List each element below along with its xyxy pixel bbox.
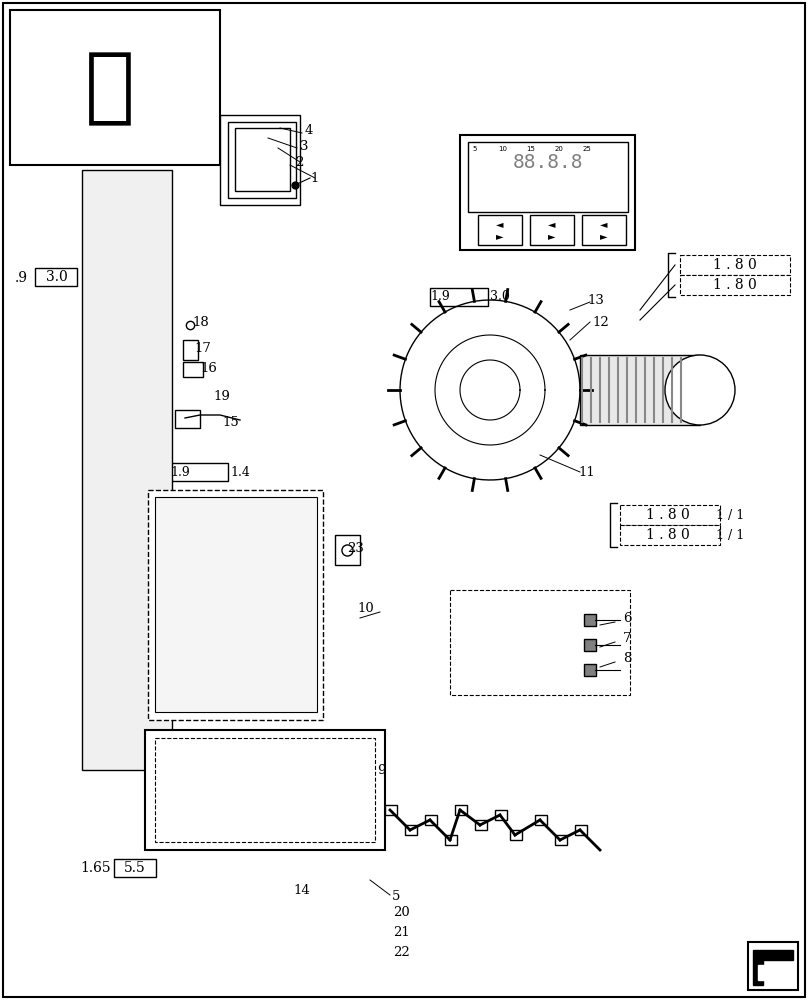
Text: 20: 20 — [393, 906, 410, 920]
Text: 12: 12 — [592, 316, 608, 328]
Text: 18: 18 — [192, 316, 208, 328]
Bar — [680, 275, 790, 295]
Bar — [680, 255, 790, 275]
Bar — [170, 463, 228, 481]
Text: 17: 17 — [194, 342, 211, 355]
Bar — [555, 835, 567, 845]
Text: 4: 4 — [305, 124, 314, 137]
Text: 11: 11 — [578, 466, 595, 479]
Bar — [335, 535, 360, 565]
Bar — [455, 805, 467, 815]
Bar — [468, 142, 628, 212]
Bar — [620, 525, 720, 545]
Text: 1: 1 — [310, 172, 318, 184]
Text: 7: 7 — [623, 632, 632, 645]
Bar — [183, 362, 203, 377]
Text: 1.9: 1.9 — [430, 290, 450, 304]
Text: 14: 14 — [293, 884, 309, 896]
Bar — [385, 805, 397, 815]
Bar — [148, 490, 323, 720]
Text: 8: 8 — [623, 652, 631, 664]
Text: 2: 2 — [295, 155, 303, 168]
Bar — [175, 410, 200, 428]
Bar — [620, 505, 720, 525]
Bar — [475, 820, 487, 830]
Bar — [10, 10, 220, 165]
Text: 88.8.8: 88.8.8 — [513, 152, 583, 172]
Bar — [535, 815, 547, 825]
Text: 5: 5 — [473, 146, 478, 152]
Text: 1 / 1: 1 / 1 — [716, 508, 744, 522]
Bar — [228, 122, 296, 198]
Polygon shape — [753, 950, 793, 985]
Text: 1 . 8 0: 1 . 8 0 — [713, 258, 757, 272]
Text: 🚜: 🚜 — [85, 47, 135, 128]
Bar — [450, 590, 630, 695]
Text: 13: 13 — [587, 294, 604, 306]
Text: 10: 10 — [499, 146, 507, 152]
Bar — [530, 215, 574, 245]
Text: 3.0: 3.0 — [490, 290, 510, 304]
Bar — [235, 128, 290, 191]
Text: ◄
►: ◄ ► — [549, 219, 556, 241]
Bar — [220, 115, 300, 205]
Text: ◄
►: ◄ ► — [496, 219, 503, 241]
Text: 1.65: 1.65 — [80, 861, 111, 875]
Text: 1 . 8 0: 1 . 8 0 — [646, 528, 690, 542]
Bar — [510, 830, 522, 840]
Text: 3.0: 3.0 — [46, 270, 68, 284]
Text: 25: 25 — [583, 146, 591, 152]
Text: 3: 3 — [300, 139, 309, 152]
Bar — [82, 170, 172, 770]
Bar — [145, 730, 385, 850]
Bar — [35, 268, 77, 286]
Text: 6: 6 — [623, 611, 632, 624]
Text: 15: 15 — [527, 146, 536, 152]
Text: ◄
►: ◄ ► — [600, 219, 608, 241]
Bar — [478, 215, 522, 245]
Text: 23: 23 — [347, 542, 364, 554]
Text: 15: 15 — [222, 416, 238, 428]
Bar — [425, 815, 437, 825]
Text: 22: 22 — [393, 946, 410, 958]
Bar — [155, 738, 375, 842]
Bar — [445, 835, 457, 845]
Bar — [575, 825, 587, 835]
Text: 1.4: 1.4 — [230, 466, 250, 479]
Bar — [430, 288, 488, 306]
Text: 16: 16 — [200, 361, 217, 374]
Text: 21: 21 — [393, 926, 410, 938]
Text: 1.9: 1.9 — [170, 466, 190, 479]
Bar — [748, 942, 798, 990]
Text: 9: 9 — [377, 764, 385, 776]
Text: 10: 10 — [357, 601, 374, 614]
Text: 1 . 8 0: 1 . 8 0 — [646, 508, 690, 522]
Text: 1 . 8 0: 1 . 8 0 — [713, 278, 757, 292]
Bar — [183, 340, 198, 360]
Bar — [460, 135, 635, 250]
Bar — [580, 355, 700, 425]
Bar — [582, 215, 626, 245]
Bar — [405, 825, 417, 835]
Text: 1 / 1: 1 / 1 — [716, 528, 744, 542]
Text: 19: 19 — [213, 390, 229, 403]
Circle shape — [665, 355, 735, 425]
Bar — [114, 859, 156, 877]
Bar — [495, 810, 507, 820]
Text: 5.5: 5.5 — [124, 861, 146, 875]
Text: .9: .9 — [15, 271, 28, 285]
Bar — [155, 497, 317, 712]
Text: 5: 5 — [392, 890, 401, 904]
Polygon shape — [758, 965, 788, 980]
Text: 20: 20 — [554, 146, 563, 152]
